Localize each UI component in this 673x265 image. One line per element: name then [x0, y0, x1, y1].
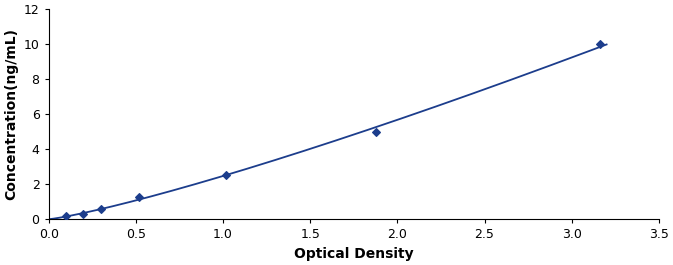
- Y-axis label: Concentration(ng/mL): Concentration(ng/mL): [4, 28, 18, 200]
- X-axis label: Optical Density: Optical Density: [294, 247, 414, 261]
